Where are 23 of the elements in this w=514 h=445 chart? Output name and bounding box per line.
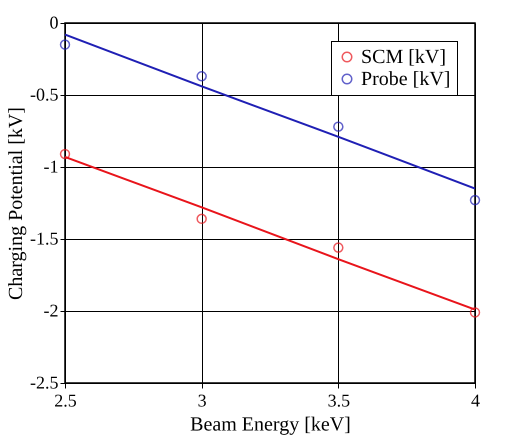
point: [196, 71, 207, 82]
point: [333, 242, 344, 253]
legend-label: SCM [kV]: [361, 46, 446, 68]
legend-label: Probe [kV]: [361, 68, 450, 90]
y-tick-label: -0.5: [30, 84, 58, 104]
y-tick-label: -1.5: [30, 228, 58, 248]
y-tick-label: 0: [50, 12, 58, 32]
x-tick-label: 3: [198, 390, 207, 410]
x-tick-label: 2.5: [54, 390, 77, 410]
x-axis-title: Beam Energy [keV]: [190, 414, 351, 436]
point: [60, 148, 70, 160]
y-tick-label: -1: [44, 156, 58, 176]
x-tick-label: 3.5: [328, 390, 350, 410]
y-axis-title: Charging Potential [kV]: [5, 107, 28, 300]
y-tick-label: -2: [44, 300, 58, 320]
point: [333, 121, 344, 132]
point: [60, 39, 70, 50]
x-tick-label: 4: [471, 390, 480, 410]
point: [196, 214, 207, 224]
y-tick-label: -2.5: [30, 372, 58, 392]
point: [470, 307, 480, 318]
line-series: [64, 34, 476, 190]
point: [470, 194, 480, 206]
